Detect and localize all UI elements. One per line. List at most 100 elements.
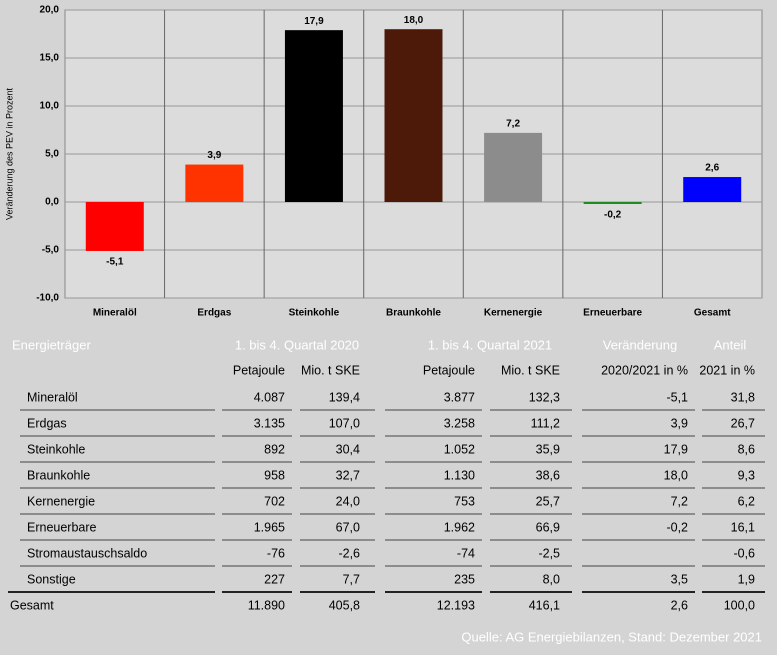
x-tick-label: Braunkohle xyxy=(386,308,441,319)
table-cell: 7,7 xyxy=(343,572,360,586)
table-cell: 3,5 xyxy=(671,572,688,586)
source: Quelle: AG Energiebilanzen, Stand: Dezem… xyxy=(461,629,762,644)
table-cell: 405,8 xyxy=(329,598,360,612)
table-cell: 2,6 xyxy=(671,598,688,612)
table-cell: 3.135 xyxy=(254,416,285,430)
table-cell: 100,0 xyxy=(724,598,755,612)
y-tick-label: 10,0 xyxy=(40,101,60,112)
table-cell: Gesamt xyxy=(10,598,54,612)
table-cell: 1.052 xyxy=(444,442,475,456)
table-header: Veränderung xyxy=(603,337,677,352)
table-subheader: Petajoule xyxy=(423,363,475,377)
bar xyxy=(583,202,642,204)
y-tick-label: -5,0 xyxy=(42,245,60,256)
y-tick-label: 5,0 xyxy=(45,149,59,160)
bar xyxy=(683,177,742,202)
table-cell: -2,6 xyxy=(338,546,360,560)
value-label: 2,6 xyxy=(705,163,719,174)
table-cell: -0,2 xyxy=(666,520,688,534)
table-cell: 958 xyxy=(264,468,285,482)
table-cell: 753 xyxy=(454,494,475,508)
table-cell: 1.962 xyxy=(444,520,475,534)
table-cell: -2,5 xyxy=(538,546,560,560)
table-cell: 3,9 xyxy=(671,416,688,430)
table-cell: 416,1 xyxy=(529,598,560,612)
table-cell: -74 xyxy=(457,546,475,560)
table-cell: 1,9 xyxy=(738,572,755,586)
table-cell: 1.130 xyxy=(444,468,475,482)
table-cell: 6,2 xyxy=(738,494,755,508)
table-cell: 24,0 xyxy=(336,494,360,508)
x-tick-label: Erdgas xyxy=(197,308,231,319)
table-cell: 107,0 xyxy=(329,416,360,430)
table-cell: 26,7 xyxy=(731,416,755,430)
table-cell: 9,3 xyxy=(738,468,755,482)
table-subheader: Mio. t SKE xyxy=(501,363,560,377)
table-cell: Kernenergie xyxy=(27,494,95,508)
table-cell: Braunkohle xyxy=(27,468,90,482)
bar xyxy=(85,202,144,251)
table-cell: 8,6 xyxy=(738,442,755,456)
table-cell: 892 xyxy=(264,442,285,456)
table-cell: Stromaustauschsaldo xyxy=(27,546,147,560)
table-cell: Erdgas xyxy=(27,416,67,430)
x-tick-label: Gesamt xyxy=(694,308,731,319)
table-cell: 139,4 xyxy=(329,390,360,404)
y-tick-label: 0,0 xyxy=(45,197,59,208)
x-tick-label: Mineralöl xyxy=(93,308,137,319)
y-tick-label: 20,0 xyxy=(40,5,60,16)
table-cell: 66,9 xyxy=(536,520,560,534)
table-cell: -76 xyxy=(267,546,285,560)
y-axis-label: Veränderung des PEV in Prozent xyxy=(4,87,14,220)
table-cell: 8,0 xyxy=(543,572,560,586)
table-subheader: 2021 in % xyxy=(699,363,755,377)
x-tick-label: Steinkohle xyxy=(289,308,340,319)
table-header: 1. bis 4. Quartal 2020 xyxy=(235,337,359,352)
value-label: 18,0 xyxy=(404,15,424,26)
table-cell: Erneuerbare xyxy=(27,520,97,534)
value-label: -5,1 xyxy=(106,257,124,268)
value-label: 7,2 xyxy=(506,119,520,130)
table-cell: 25,7 xyxy=(536,494,560,508)
table-cell: 18,0 xyxy=(664,468,688,482)
table-header: Anteil xyxy=(714,337,747,352)
table-cell: 235 xyxy=(454,572,475,586)
table-cell: 227 xyxy=(264,572,285,586)
table-subheader: 2020/2021 in % xyxy=(601,363,688,377)
bar xyxy=(185,164,244,202)
table-cell: -5,1 xyxy=(666,390,688,404)
table-cell: 11.890 xyxy=(248,598,285,612)
value-label: 3,9 xyxy=(207,150,221,161)
table-cell: 17,9 xyxy=(664,442,688,456)
table-cell: 111,2 xyxy=(531,416,560,430)
table-cell: 1.965 xyxy=(254,520,285,534)
table-subheader: Petajoule xyxy=(233,363,285,377)
table-cell: 4.087 xyxy=(254,390,285,404)
table-cell: Sonstige xyxy=(27,572,76,586)
table-cell: Mineralöl xyxy=(27,390,78,404)
table-cell: 7,2 xyxy=(671,494,688,508)
bar xyxy=(484,132,543,202)
table-cell: 32,7 xyxy=(336,468,360,482)
table-cell: 132,3 xyxy=(529,390,560,404)
table-cell: 35,9 xyxy=(536,442,560,456)
table-subheader: Mio. t SKE xyxy=(301,363,360,377)
table-cell: 67,0 xyxy=(336,520,360,534)
y-tick-label: -10,0 xyxy=(36,293,59,304)
x-tick-label: Kernenergie xyxy=(484,308,543,319)
table-cell: 12.193 xyxy=(437,598,475,612)
table-cell: 702 xyxy=(264,494,285,508)
bar xyxy=(284,30,343,202)
table-cell: 38,6 xyxy=(536,468,560,482)
value-label: -0,2 xyxy=(604,210,622,221)
x-tick-label: Erneuerbare xyxy=(583,308,642,319)
table-header: 1. bis 4. Quartal 2021 xyxy=(428,337,552,352)
table-cell: 16,1 xyxy=(731,520,755,534)
bar xyxy=(384,29,443,203)
table-header: Energieträger xyxy=(12,337,91,352)
table-cell: 31,8 xyxy=(731,390,755,404)
y-tick-label: 15,0 xyxy=(40,53,60,64)
table-cell: 3.877 xyxy=(444,390,475,404)
table-cell: 30,4 xyxy=(336,442,360,456)
